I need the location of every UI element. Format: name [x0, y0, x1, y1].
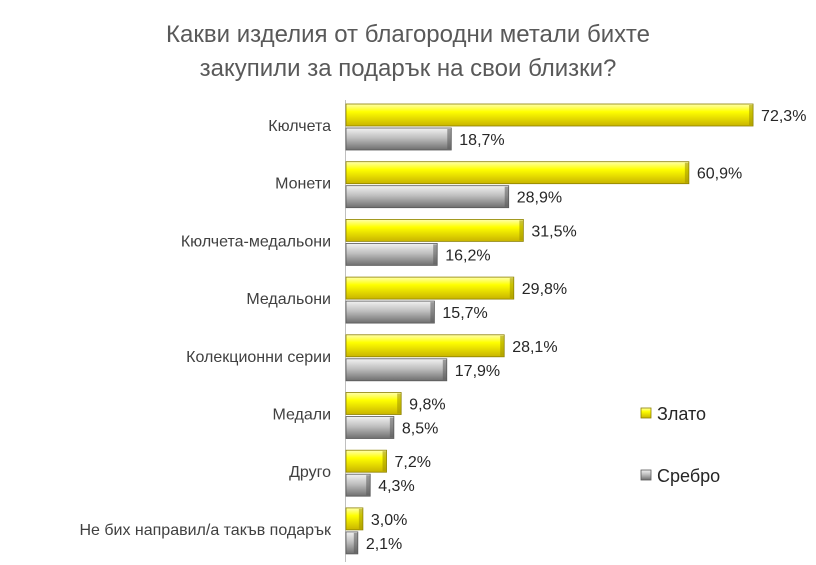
category-label: Медали: [272, 407, 331, 424]
chart-title-line-2: закупили за подарък на свои близки?: [200, 55, 617, 82]
bar-silver: [345, 185, 510, 209]
bar-silver: [345, 416, 395, 439]
data-label-silver: 18,7%: [459, 132, 504, 149]
bar-end-bevel-silver: [389, 417, 394, 438]
bar-end-bevel-gold: [749, 105, 754, 125]
bar-gold: [345, 449, 387, 473]
bar-silver: [345, 127, 452, 151]
legend-item-silver: Сребро: [640, 466, 720, 486]
bar-gold: [345, 218, 524, 242]
bar-gold: [345, 103, 754, 127]
data-label-gold: 60,9%: [697, 166, 742, 183]
legend-swatch-silver: [640, 469, 652, 481]
data-label-gold: 3,0%: [371, 512, 407, 529]
bar-end-bevel-gold: [397, 393, 402, 414]
category-label: Монети: [275, 176, 331, 193]
bar-end-bevel-silver: [353, 532, 358, 553]
bar-end-bevel-gold: [509, 278, 514, 299]
bar-end-bevel-gold: [519, 220, 524, 241]
legend-label-silver: Сребро: [657, 466, 720, 486]
data-label-silver: 8,5%: [402, 421, 438, 438]
category-label: Колекционни серии: [186, 349, 331, 366]
bar-end-bevel-silver: [430, 302, 435, 323]
bar-end-bevel-silver: [433, 244, 438, 265]
category-label: Кюлчета: [268, 118, 331, 135]
data-label-silver: 2,1%: [366, 536, 402, 553]
bar-end-bevel-silver: [442, 359, 447, 380]
data-label-gold: 29,8%: [522, 281, 567, 298]
data-label-silver: 16,2%: [445, 247, 490, 264]
legend: Злато Сребро: [640, 404, 720, 486]
bar-end-bevel-gold: [358, 508, 363, 529]
bar-end-bevel-gold: [382, 451, 387, 472]
bar-end-bevel-silver: [447, 129, 452, 149]
data-label-silver: 28,9%: [517, 190, 562, 207]
bar-end-bevel-gold: [500, 335, 505, 356]
category-label: Друго: [289, 464, 331, 481]
bar-gold: [345, 392, 402, 415]
legend-swatch-gold: [640, 407, 652, 419]
bar-silver: [345, 300, 435, 324]
bar-silver: [345, 242, 438, 266]
bar-gold: [345, 161, 690, 185]
data-label-gold: 9,8%: [409, 397, 445, 414]
chart-title-line-1: Какви изделия от благородни метали бихте: [166, 21, 650, 48]
data-label-gold: 28,1%: [512, 339, 557, 356]
category-label: Кюлчета-медальони: [181, 233, 331, 250]
bar-silver: [345, 358, 448, 382]
category-label: Медальони: [246, 291, 331, 308]
legend-label-gold: Злато: [657, 404, 706, 424]
data-label-silver: 4,3%: [378, 478, 414, 495]
data-label-silver: 17,9%: [455, 363, 500, 380]
data-label-gold: 7,2%: [395, 454, 431, 471]
category-label: Не бих направил/а такъв подарък: [79, 522, 332, 539]
bar-end-bevel-silver: [504, 186, 509, 207]
bars-layer: Кюлчета 72,3% 18,7% Монети 60,9% 28,9% Кюлчета…: [79, 103, 806, 555]
bar-gold: [345, 334, 505, 358]
data-label-gold: 72,3%: [761, 108, 806, 125]
legend-item-gold: Злато: [640, 404, 706, 424]
data-label-silver: 15,7%: [442, 305, 487, 322]
bar-gold: [345, 276, 515, 300]
bar-end-bevel-silver: [366, 475, 371, 496]
bar-end-bevel-gold: [684, 162, 689, 183]
data-label-gold: 31,5%: [531, 223, 576, 240]
